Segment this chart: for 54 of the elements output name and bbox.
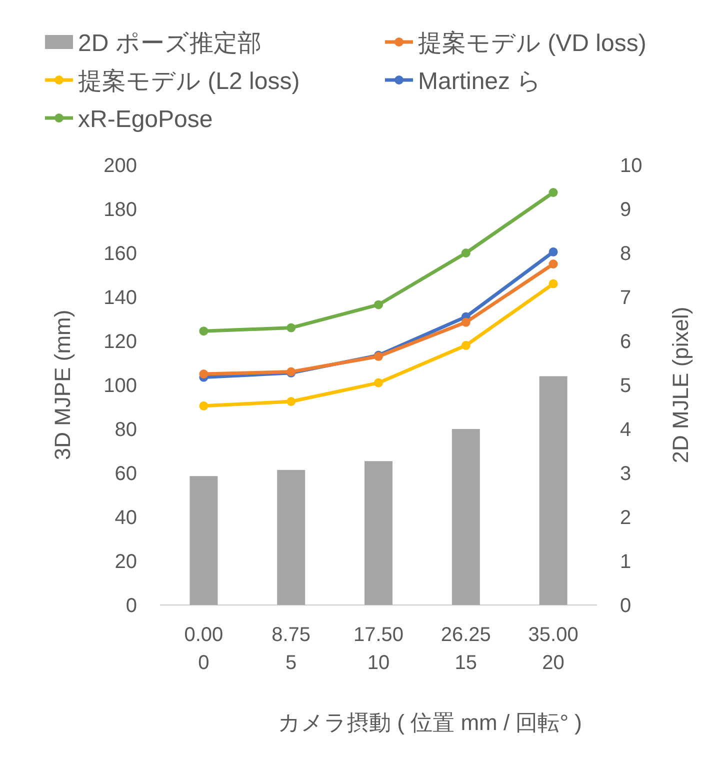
- point: [548, 260, 558, 268]
- y2-tick-label: 6: [620, 331, 632, 353]
- x-axis-title: カメラ摂動 ( 位置 mm / 回転° ): [278, 710, 582, 735]
- y2-tick-label: 4: [620, 419, 632, 441]
- x-tick-label: 8.75 5: [272, 624, 311, 674]
- y-tick-label: 160: [104, 243, 137, 265]
- bar: [277, 470, 306, 605]
- legend-label: 提案モデル (VD loss): [418, 30, 646, 57]
- bar: [452, 429, 480, 605]
- y2-tick-label: 0: [620, 595, 632, 617]
- y-tick-label: 180: [104, 199, 137, 221]
- y-tick-label: 0: [126, 595, 137, 617]
- y2-tick-label: 5: [620, 375, 632, 397]
- x-tick-label: 17.50 10: [353, 624, 404, 674]
- point: [461, 318, 470, 327]
- y2-tick-label: 1: [620, 551, 632, 573]
- y2-tick-label: 3: [620, 463, 632, 485]
- y2-tick-label: 8: [620, 243, 632, 265]
- legend-label: xR-EgoPose: [78, 106, 213, 133]
- legend-label: 2D ポーズ推定部: [78, 30, 262, 57]
- bar: [539, 376, 568, 605]
- y-tick-label: 120: [104, 331, 137, 353]
- point: [199, 370, 208, 378]
- bar: [190, 476, 218, 605]
- y-tick-label: 20: [114, 551, 137, 573]
- point: [374, 300, 383, 310]
- point: [548, 247, 558, 256]
- legend-label: Martinez ら: [418, 68, 542, 95]
- y2-tick-label: 2: [620, 507, 632, 529]
- y2-tick-label: 7: [620, 287, 632, 309]
- y-tick-label: 140: [104, 287, 137, 309]
- y-tick-label: 60: [114, 463, 137, 485]
- y2-tick-label: 9: [620, 199, 632, 221]
- y2-axis-title: 2D MJLE (pixel): [668, 306, 693, 464]
- y-axis-title: 3D MJPE (mm): [50, 310, 75, 460]
- x-tick-label: 26.25 15: [440, 624, 491, 674]
- x-tick-label: 35.00 20: [528, 624, 578, 674]
- y2-tick-label: 10: [620, 155, 642, 177]
- y-tick-label: 100: [104, 375, 137, 397]
- point: [199, 401, 208, 410]
- point: [374, 378, 383, 388]
- legend-label: 提案モデル (L2 loss): [78, 68, 300, 95]
- point: [461, 248, 470, 258]
- point: [199, 326, 208, 336]
- point: [286, 323, 296, 332]
- point: [461, 340, 470, 350]
- point: [548, 279, 558, 288]
- bar: [364, 461, 392, 605]
- x-tick-label: 0.00 0: [184, 624, 224, 674]
- y-tick-label: 40: [114, 507, 137, 529]
- y-tick-label: 80: [114, 419, 137, 441]
- y-tick-label: 200: [104, 155, 137, 177]
- point: [548, 188, 558, 197]
- point: [286, 397, 296, 406]
